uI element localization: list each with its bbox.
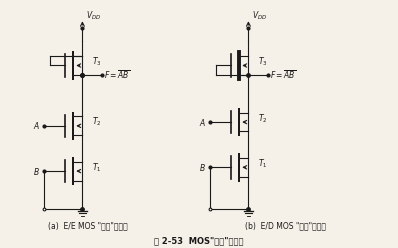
Text: $T_3$: $T_3$ (92, 56, 102, 68)
Text: $T_2$: $T_2$ (92, 116, 102, 128)
Text: $F=\overline{AB}$: $F=\overline{AB}$ (270, 68, 297, 81)
Text: $V_{DD}$: $V_{DD}$ (252, 10, 267, 22)
Text: $B$: $B$ (33, 166, 40, 177)
Text: $A$: $A$ (33, 120, 40, 131)
Text: 图 2-53  MOS"与非"门电路: 图 2-53 MOS"与非"门电路 (154, 236, 244, 245)
Text: (b)  E/D MOS "与非"门电路: (b) E/D MOS "与非"门电路 (246, 221, 326, 230)
Text: $T_3$: $T_3$ (258, 56, 268, 68)
Text: $V_{DD}$: $V_{DD}$ (86, 10, 101, 22)
Text: $A$: $A$ (199, 117, 206, 127)
Text: $B$: $B$ (199, 162, 206, 173)
Text: $T_1$: $T_1$ (92, 161, 102, 174)
Text: $F=\overline{AB}$: $F=\overline{AB}$ (104, 68, 130, 81)
Text: $T_2$: $T_2$ (258, 112, 268, 124)
Text: $T_1$: $T_1$ (258, 157, 268, 170)
Text: (a)  E/E MOS "与非"门电路: (a) E/E MOS "与非"门电路 (49, 221, 128, 230)
